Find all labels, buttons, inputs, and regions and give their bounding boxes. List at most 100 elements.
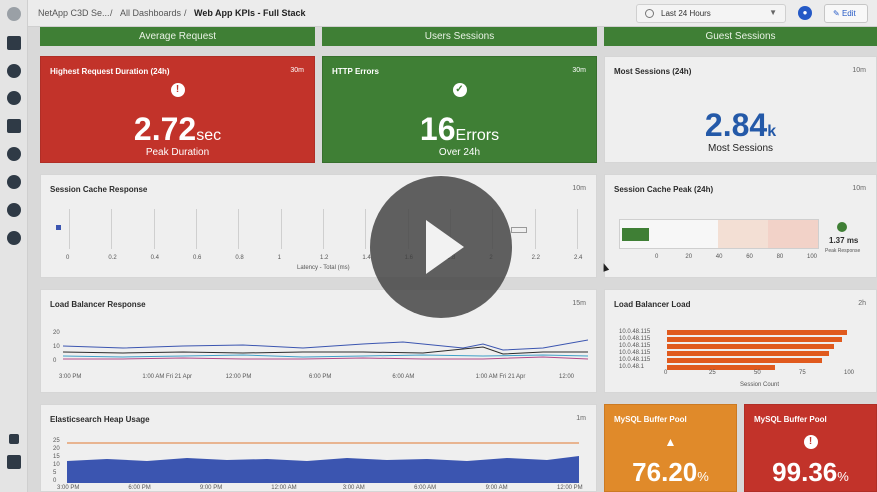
bar — [667, 330, 847, 335]
grid-line — [577, 209, 578, 249]
top-bar: NetApp C3D Se... / All Dashboards / Web … — [28, 0, 877, 27]
logo-icon[interactable] — [7, 7, 21, 21]
bar — [667, 358, 822, 363]
x-axis-label: Latency - Total (ms) — [297, 265, 350, 271]
panel-load-balancer-load: Load Balancer Load 2h 10.0.48.115 10.0.48… — [604, 289, 877, 393]
grid-line — [153, 209, 155, 249]
x-axis-label: Session Count — [740, 382, 780, 388]
breadcrumb-separator: / — [110, 8, 113, 18]
x-tick-label: 6:00 AM — [392, 374, 415, 380]
help-icon[interactable] — [7, 64, 21, 78]
pencil-icon: ✎ — [833, 9, 840, 18]
y-tick-label: 20 — [53, 446, 60, 452]
x-tick-label: 40 — [715, 254, 723, 260]
refresh-interval[interactable]: 1m — [576, 415, 586, 422]
x-tick-label: 1.4 — [362, 255, 371, 261]
x-tick-label: 1 — [277, 255, 281, 261]
response-line-chart — [63, 339, 588, 360]
clock-icon — [645, 9, 654, 18]
gauge-track — [619, 219, 819, 249]
x-tick-label: 0.6 — [193, 255, 202, 261]
edit-button[interactable]: ✎ Edit — [824, 4, 868, 23]
grid-line — [196, 209, 197, 249]
kpi-value: 2.84k — [704, 107, 777, 143]
breadcrumb-folder[interactable]: All Dashboards — [120, 8, 182, 18]
info-icon[interactable] — [7, 231, 21, 245]
panel-load-balancer-response: Load Balancer Response 15m 20 10 0 3:00 PM… — [40, 289, 597, 393]
y-tick-label: 0 — [53, 358, 57, 364]
kpi-value: 16Errors — [419, 111, 500, 147]
panel-title: Highest Request Duration (24h) — [50, 67, 170, 76]
peak-caption: Peak Response — [825, 248, 861, 254]
series-line-3 — [63, 354, 588, 358]
x-tick-label: 0.4 — [150, 255, 159, 261]
gauge-critical-band — [768, 220, 818, 248]
refresh-interval[interactable]: 10m — [572, 185, 586, 192]
x-tick-label: 25 — [709, 370, 716, 376]
panel-elasticsearch-heap: Elasticsearch Heap Usage 1m 25 20 15 10 5 0 3… — [40, 404, 597, 492]
x-tick-label: 9:00 PM — [199, 485, 223, 491]
warning-icon: ▲ — [664, 435, 677, 449]
tools-icon[interactable] — [7, 147, 21, 161]
panel-title: MySQL Buffer Pool — [614, 415, 687, 424]
refresh-interval[interactable]: 30m — [572, 67, 586, 74]
grid-line — [238, 209, 240, 249]
panel-title: MySQL Buffer Pool — [754, 415, 827, 424]
panel-title: Most Sessions (24h) — [614, 67, 692, 76]
kpi-mysql-buffer-pool-1: MySQL Buffer Pool ▲ 76.20% — [604, 404, 737, 492]
refresh-interval[interactable]: 15m — [572, 300, 586, 307]
kpi-request-duration: Highest Request Duration (24h) 30m ! 2.7… — [40, 56, 315, 163]
y-tick-label: 10 — [53, 344, 60, 350]
refresh-interval[interactable]: 10m — [852, 185, 866, 192]
panel-title: Load Balancer Load — [614, 300, 691, 309]
grid-line — [323, 209, 324, 249]
grid-line — [280, 209, 282, 249]
alerts-icon[interactable] — [7, 175, 21, 189]
breadcrumb-current: Web App KPIs - Full Stack — [194, 8, 306, 18]
breadcrumb-root[interactable]: NetApp C3D Se... — [38, 8, 110, 18]
x-tick-label: 1:00 AM Fri 21 Apr — [475, 374, 526, 380]
x-tick-label: 9:00 AM — [485, 485, 508, 491]
monitor-icon[interactable] — [7, 203, 21, 217]
series-line-4 — [63, 356, 588, 360]
panel-title: Session Cache Peak (24h) — [614, 185, 714, 194]
bar-category-label: 10.0.48.115 — [619, 329, 651, 335]
y-tick-label: 10 — [53, 462, 60, 468]
play-button[interactable] — [370, 176, 512, 318]
home-icon[interactable] — [7, 36, 21, 50]
search-icon[interactable] — [7, 91, 21, 105]
time-range-value: Last 24 Hours — [661, 9, 711, 18]
refresh-interval[interactable]: 10m — [852, 67, 866, 74]
breadcrumb-separator: / — [184, 8, 187, 18]
expand-icon[interactable] — [9, 434, 19, 444]
panel-session-cache-peak: Session Cache Peak (24h) 10m 0 20 40 60 80 10… — [604, 174, 877, 278]
x-tick-label: 20 — [685, 254, 693, 260]
x-tick-label: 12:00 AM — [271, 485, 297, 491]
bar — [667, 351, 829, 356]
refresh-interval[interactable]: 2h — [858, 300, 866, 307]
grid-line — [111, 209, 113, 249]
refresh-interval[interactable]: 30m — [290, 67, 304, 74]
dashboard-icon[interactable] — [7, 119, 21, 133]
edit-label: Edit — [841, 9, 856, 18]
time-range-select[interactable]: Last 24 Hours ▼ — [636, 4, 786, 23]
x-tick-label: 0.2 — [108, 255, 117, 261]
x-tick-label: 75 — [799, 370, 806, 376]
series-marker — [56, 225, 61, 230]
x-tick-label: 0 — [655, 254, 659, 260]
x-tick-label: 2.4 — [574, 255, 583, 261]
x-tick-label: 2.2 — [531, 255, 540, 261]
heap-area-chart — [67, 442, 579, 483]
grid-line — [69, 209, 70, 249]
bar — [667, 365, 775, 370]
chevron-down-icon: ▼ — [769, 8, 777, 17]
heap-usage-area — [67, 456, 579, 483]
screen-icon[interactable] — [7, 455, 21, 469]
range-marker — [511, 227, 527, 233]
gauge-value-bar — [622, 228, 649, 241]
play-icon — [426, 220, 464, 274]
user-avatar[interactable]: ● — [798, 6, 812, 20]
section-average-request: Average Request — [40, 27, 315, 46]
x-tick-label: 0 — [664, 370, 668, 376]
x-tick-label: 80 — [776, 254, 784, 260]
